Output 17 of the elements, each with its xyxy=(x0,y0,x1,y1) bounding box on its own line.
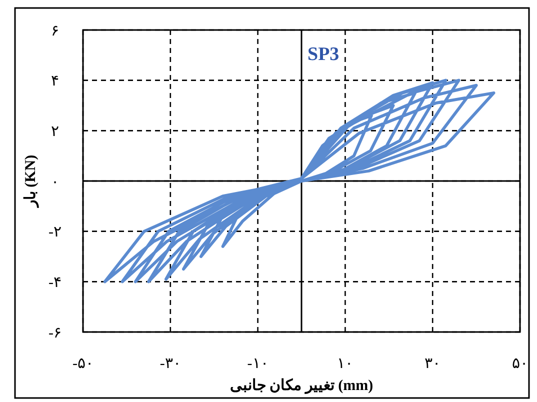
x-tick-label: ۱۰ xyxy=(337,356,354,372)
y-tick-label: ۲ xyxy=(51,124,59,140)
x-tick-label: ۳۰ xyxy=(424,356,441,372)
y-tick-label: -۲ xyxy=(48,224,62,241)
x-tick-label: -۵۰ xyxy=(72,356,94,372)
y-tick-label: ۰ xyxy=(51,174,59,190)
y-tick-label: ۶ xyxy=(51,23,59,40)
y-tick-label: ۴ xyxy=(51,74,59,90)
x-tick-label: -۳۰ xyxy=(160,356,181,372)
x-tick-label: -۱۰ xyxy=(247,356,268,372)
line-series xyxy=(103,78,496,284)
x-tick-label: ۵۰ xyxy=(512,356,528,372)
y-axis-title: بار (KN) xyxy=(23,154,39,208)
y-tick-label: -۴ xyxy=(48,274,62,291)
text: SP3 xyxy=(308,44,340,65)
x-axis-title: تغییر مکان جانبی (mm) xyxy=(230,378,374,394)
y-tick-label: -۶ xyxy=(48,325,62,342)
